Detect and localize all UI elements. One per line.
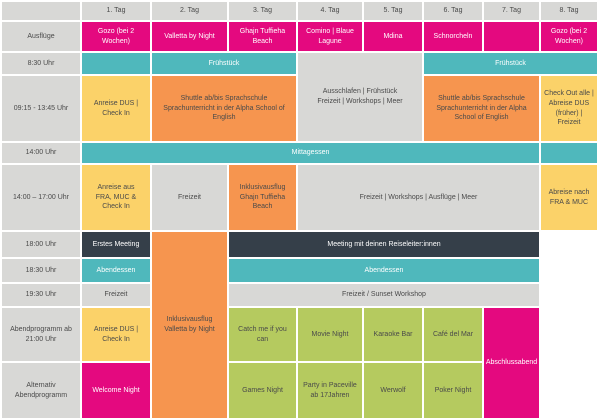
cell-r4-c8 (541, 143, 597, 163)
cell-r3-c6: Shuttle ab/bis Sprachschule Sprachunterr… (424, 76, 539, 141)
day-header-3: 3. Tag (229, 2, 296, 20)
cell-r5-c8: Abreise nach FRA & MUC (541, 165, 597, 230)
day-header-5: 5. Tag (364, 2, 422, 20)
row-label-10: Alternativ Abendprogramm (2, 363, 80, 418)
cell-r8-c3: Freizeit / Sunset Workshop (229, 284, 539, 306)
cell-r1-c4: Comino | Blaue Lagune (298, 22, 362, 51)
cell-r3-c2: Shuttle ab/bis Sprachschule Sprachunterr… (152, 76, 296, 141)
cell-r7-c3: Abendessen (229, 259, 539, 282)
cell-r5-c1: Anreise aus FRA, MUC & Check In (82, 165, 150, 230)
cell-r9-c6: Café del Mar (424, 308, 482, 361)
row-label-9: Abendprogramm ab 21:00 Uhr (2, 308, 80, 361)
cell-r3-c1: Anreise DUS | Check In (82, 76, 150, 141)
cell-r2-c2: Frühstück (152, 53, 296, 74)
cell-r3-c8: Check Out alle | Abreise DUS (früher) | … (541, 76, 597, 141)
cell-r7-c1: Abendessen (82, 259, 150, 282)
cell-r2-c1 (82, 53, 150, 74)
cell-r9-c5: Karaoke Bar (364, 308, 422, 361)
day-header-1: 1. Tag (82, 2, 150, 20)
day-header-8: 8. Tag (541, 2, 597, 20)
cell-r4-c1: Mittagessen (82, 143, 539, 163)
cell-r9-c3: Catch me if you can (229, 308, 296, 361)
corner-cell (2, 2, 80, 20)
cell-r1-c5: Mdina (364, 22, 422, 51)
row-label-3: 09:15 - 13:45 Uhr (2, 76, 80, 141)
cell-r1-c2: Valletta by Night (152, 22, 227, 51)
cell-r2-c6: Frühstück (424, 53, 597, 74)
row-label-7: 18:30 Uhr (2, 259, 80, 282)
cell-r5-c4: Freizeit | Workshops | Ausflüge | Meer (298, 165, 539, 230)
cell-r9-c1: Anreise DUS | Check In (82, 308, 150, 361)
row-label-4: 14:00 Uhr (2, 143, 80, 163)
cell-r8-c1: Freizeit (82, 284, 150, 306)
day-header-2: 2. Tag (152, 2, 227, 20)
day-header-6: 6. Tag (424, 2, 482, 20)
cell-r10-c6: Poker Night (424, 363, 482, 418)
row-label-1: Ausflüge (2, 22, 80, 51)
cell-r1-c7 (484, 22, 539, 51)
row-label-5: 14:00 – 17:00 Uhr (2, 165, 80, 230)
cell-r1-c3: Ghajn Tuffieha Beach (229, 22, 296, 51)
cell-r10-c4: Party in Paceville ab 17Jahren (298, 363, 362, 418)
row-label-2: 8:30 Uhr (2, 53, 80, 74)
cell-r6-c3: Meeting mit deinen Reiseleiter:innen (229, 232, 539, 257)
day-header-7: 7. Tag (484, 2, 539, 20)
cell-r1-c1: Gozo (bei 2 Wochen) (82, 22, 150, 51)
cell-r6-c2: Inklusivausflug Valletta by Night (152, 232, 227, 418)
row-label-8: 19:30 Uhr (2, 284, 80, 306)
cell-r10-c3: Games Night (229, 363, 296, 418)
cell-r6-c1: Erstes Meeting (82, 232, 150, 257)
cell-r1-c6: Schnorcheln (424, 22, 482, 51)
cell-r1-c8: Gozo (bei 2 Wochen) (541, 22, 597, 51)
cell-r5-c2: Freizeit (152, 165, 227, 230)
cell-r5-c3: Inklusivausflug Ghajn Tuffieha Beach (229, 165, 296, 230)
cell-r9-c7: Abschlussabend (484, 308, 539, 418)
cell-r10-c5: Werwolf (364, 363, 422, 418)
cell-r2-c4: Ausschlafen | Frühstück Freizeit | Works… (298, 53, 422, 141)
cell-r9-c4: Movie Night (298, 308, 362, 361)
day-header-4: 4. Tag (298, 2, 362, 20)
cell-r10-c1: Welcome Night (82, 363, 150, 418)
row-label-6: 18:00 Uhr (2, 232, 80, 257)
